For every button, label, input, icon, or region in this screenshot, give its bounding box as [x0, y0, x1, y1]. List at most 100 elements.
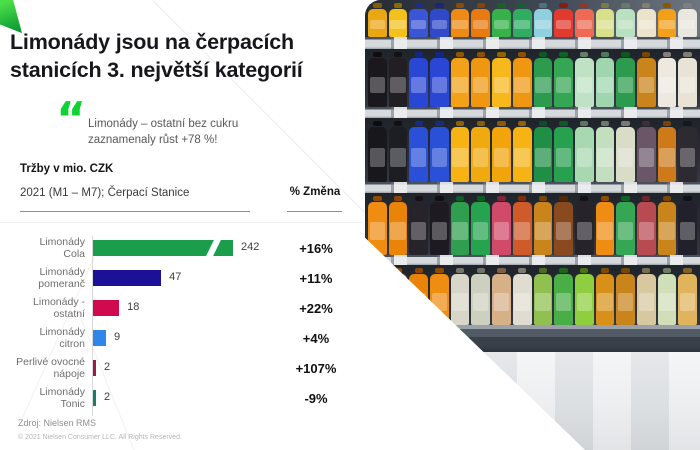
bottle	[616, 196, 635, 255]
bottle-body	[657, 127, 677, 182]
bottle-cap	[435, 268, 444, 273]
bottle-cap	[435, 3, 444, 8]
bottle-body	[368, 58, 387, 107]
bottle-cap	[621, 196, 630, 201]
bottle-body	[430, 9, 449, 37]
bottle	[512, 196, 532, 255]
bottle-body	[533, 127, 553, 182]
bottle-body	[512, 58, 532, 107]
bottle	[574, 268, 594, 325]
pct-change-value: +107%	[295, 360, 337, 376]
bottle	[574, 52, 594, 107]
bottle	[450, 3, 470, 37]
pct-change-value: +11%	[299, 270, 333, 286]
bottle	[595, 121, 615, 182]
bottle-cap	[476, 268, 485, 273]
bottle-cap	[373, 196, 382, 201]
bottle-body	[533, 9, 553, 37]
bottle	[388, 121, 408, 182]
bottle-cap	[580, 3, 589, 8]
chart-row: Limonády citron 9 +4%	[0, 323, 362, 353]
bottle-body	[533, 274, 553, 325]
bottle	[678, 52, 697, 107]
bottle	[471, 3, 491, 37]
bottle-body	[512, 202, 532, 255]
copyright-note: © 2021 Nielsen Consumer LLC. All Rights …	[18, 434, 182, 441]
metric-underline	[20, 211, 250, 212]
category-label: Limonády - ostatní	[33, 296, 85, 320]
bottle	[657, 3, 677, 37]
bottle	[678, 268, 697, 325]
bottle-body	[616, 202, 635, 255]
bottle-body	[492, 274, 511, 325]
shelf-price-strip	[365, 255, 700, 265]
bottle-body	[450, 202, 470, 255]
value-label: 9	[114, 331, 121, 343]
bottle-cap	[497, 196, 506, 201]
bottle	[554, 268, 573, 325]
bottle-body	[636, 274, 656, 325]
bottle	[678, 121, 697, 182]
shelf-price-strip	[365, 37, 700, 49]
bottle-body	[554, 202, 573, 255]
metric-subtitle: 2021 (M1 – M7); Čerpací Stanice	[20, 187, 190, 199]
bottle-cap	[476, 121, 485, 126]
bottle-body	[554, 58, 573, 107]
bottle	[636, 52, 656, 107]
bottle	[533, 268, 553, 325]
bottle-body	[388, 202, 408, 255]
bottle-cap	[476, 196, 485, 201]
bottle-cap	[435, 121, 444, 126]
bottle-cap	[600, 52, 610, 57]
bottle-body	[368, 9, 387, 37]
bottle	[492, 268, 511, 325]
bottle-body	[492, 58, 511, 107]
bottle-cap	[538, 268, 548, 273]
chart-axis-line	[92, 236, 93, 416]
bottle-cap	[683, 268, 692, 273]
bottle-body	[430, 202, 449, 255]
bottle-body	[471, 9, 491, 37]
category-label: Perlivé ovocné nápoje	[16, 356, 85, 380]
bottle	[388, 196, 408, 255]
axis-break-indicator	[205, 239, 222, 257]
bottle	[636, 268, 656, 325]
bottle	[368, 3, 387, 37]
bottle-body	[409, 58, 429, 107]
bottle-cap	[683, 52, 692, 57]
bottle	[471, 196, 491, 255]
bottle-body	[678, 127, 697, 182]
bottle	[409, 121, 429, 182]
bottle-cap	[642, 121, 651, 126]
value-label: 47	[169, 271, 182, 283]
bottle-body	[368, 127, 387, 182]
bottle-cap	[455, 121, 465, 126]
bottle-cap	[455, 52, 465, 57]
bottle-body	[574, 58, 594, 107]
bottle-body	[636, 58, 656, 107]
bottle-cap	[373, 52, 382, 57]
bottle-cap	[621, 3, 630, 8]
metric-title: Tržby v mio. CZK	[20, 163, 114, 175]
bottle-cap	[414, 268, 423, 273]
bottle-body	[512, 127, 532, 182]
bottle-body	[388, 9, 408, 37]
bottle-cap	[600, 121, 610, 126]
bottle	[657, 268, 677, 325]
bottle-body	[595, 9, 615, 37]
bottle-cap	[538, 52, 548, 57]
shelf-price-strip	[365, 107, 700, 118]
value-bar	[93, 360, 96, 376]
bottle-body	[430, 58, 449, 107]
bottle	[616, 268, 635, 325]
bottle-body	[595, 274, 615, 325]
bottle-body	[471, 202, 491, 255]
bottle-cap	[559, 52, 568, 57]
bottle-cap	[600, 268, 610, 273]
bottle-cap	[580, 52, 589, 57]
bottle	[368, 52, 387, 107]
bottle-cap	[662, 52, 672, 57]
chart-row: Limonády - ostatní 18 +22%	[0, 293, 362, 323]
bottle-cap	[435, 52, 444, 57]
